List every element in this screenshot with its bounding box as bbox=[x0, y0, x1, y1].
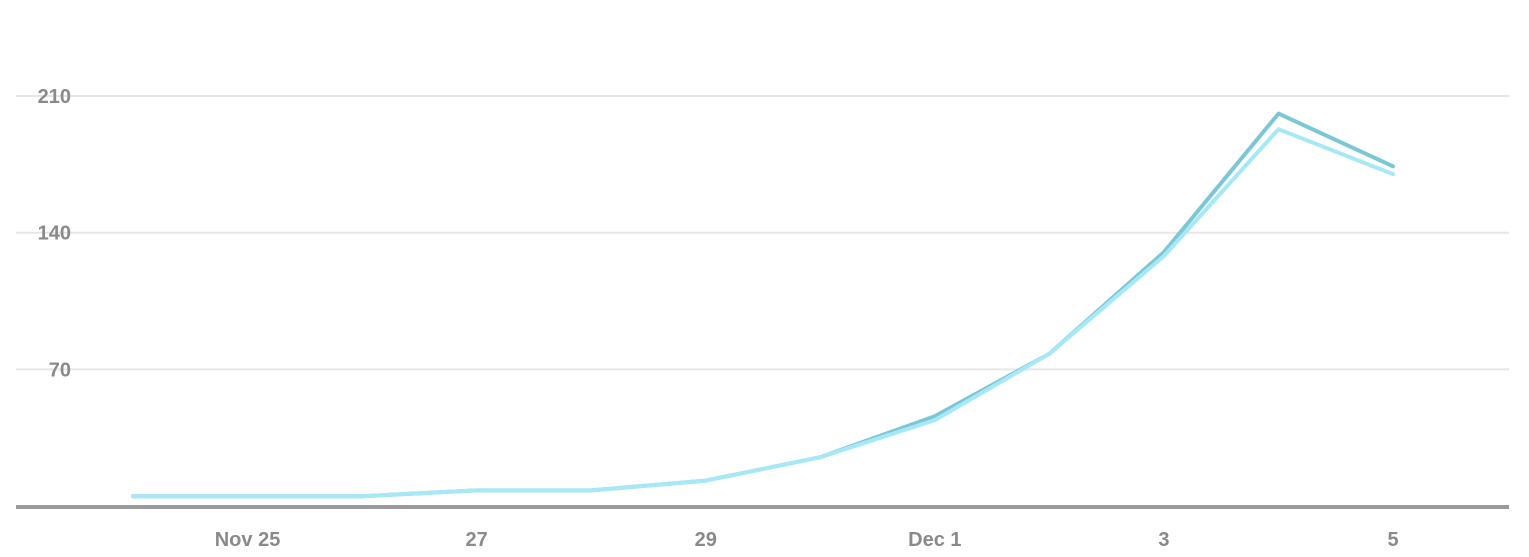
series-2-point bbox=[1391, 172, 1395, 176]
x-axis-baseline bbox=[16, 505, 1509, 509]
series-2-point bbox=[589, 488, 593, 492]
axes: 70 140 210 Nov 25 27 29 Dec 1 3 5 bbox=[16, 86, 1509, 551]
x-tick-label: 27 bbox=[466, 529, 488, 551]
series-1-point bbox=[1276, 112, 1280, 116]
y-tick-label: 210 bbox=[38, 86, 71, 108]
x-tick-label: 29 bbox=[695, 529, 717, 551]
series-2-point bbox=[1047, 352, 1051, 356]
series-2-point bbox=[1162, 254, 1166, 258]
grid bbox=[16, 95, 1509, 371]
series-2-point bbox=[246, 494, 250, 498]
series-2-point bbox=[475, 488, 479, 492]
series-2-point bbox=[360, 494, 364, 498]
x-tick-label: 5 bbox=[1387, 529, 1398, 551]
x-tick-label: 3 bbox=[1158, 529, 1169, 551]
series-2-point bbox=[1276, 127, 1280, 131]
series-line-2 bbox=[131, 127, 1395, 499]
series-1-point bbox=[1391, 164, 1395, 168]
y-tick-label: 70 bbox=[49, 359, 71, 381]
series-group bbox=[131, 111, 1395, 499]
y-tick-label: 140 bbox=[38, 223, 71, 245]
series-line-1 bbox=[131, 111, 1395, 499]
x-tick-label: Dec 1 bbox=[908, 529, 961, 551]
series-2-point bbox=[704, 479, 708, 483]
series-2-point bbox=[818, 455, 822, 459]
series-2-point bbox=[933, 418, 937, 422]
x-tick-label: Nov 25 bbox=[215, 529, 281, 551]
series-2-point bbox=[131, 494, 135, 498]
